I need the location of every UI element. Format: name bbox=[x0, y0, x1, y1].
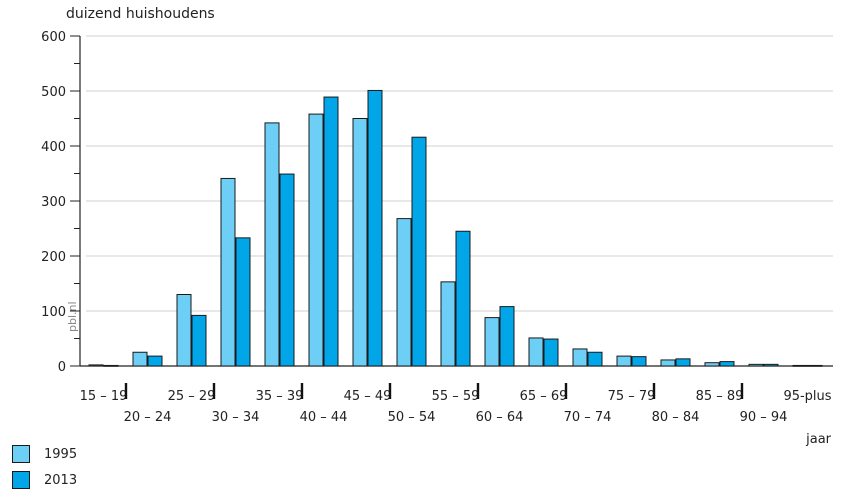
bar-2013-8 bbox=[455, 230, 471, 367]
y-tick-label: 300 bbox=[41, 195, 66, 210]
x-tick-label: 35 – 39 bbox=[256, 389, 304, 404]
bar-1995-6 bbox=[352, 118, 368, 367]
x-tick-label: 65 – 69 bbox=[520, 389, 568, 404]
x-tick-label: 85 – 89 bbox=[696, 389, 744, 404]
bar-1995-15 bbox=[748, 363, 764, 367]
bar-1995-3 bbox=[220, 177, 236, 367]
x-axis-label: jaar bbox=[806, 432, 831, 447]
bar-1995-8 bbox=[440, 281, 456, 367]
legend-item-1995: 1995 bbox=[12, 442, 77, 466]
bar-2013-2 bbox=[191, 314, 207, 367]
bar-2013-11 bbox=[587, 351, 603, 367]
legend-label-2013: 2013 bbox=[44, 472, 78, 488]
y-tick-label: 400 bbox=[41, 140, 66, 155]
bar-2013-10 bbox=[543, 338, 559, 367]
bar-chart: 0 100 200 300 400 500 600 15 – 19 20 – 24 25 – 29… bbox=[41, 30, 833, 425]
legend-label-1995: 1995 bbox=[44, 446, 78, 462]
x-tick-label: 25 – 29 bbox=[168, 389, 216, 404]
x-tick-label: 75 – 79 bbox=[608, 389, 656, 404]
bar-2013-0 bbox=[103, 364, 119, 367]
bar-2013-12 bbox=[631, 356, 647, 367]
y-axis-label: duizend huishoudens bbox=[66, 6, 215, 22]
x-tick-label: 20 – 24 bbox=[124, 410, 172, 425]
y-tick-label: 600 bbox=[41, 30, 66, 45]
x-tick-label: 40 – 44 bbox=[300, 410, 348, 425]
bar-2013-6 bbox=[367, 89, 383, 367]
x-tick-label: 15 – 19 bbox=[80, 389, 128, 404]
legend: 1995 2013 bbox=[12, 442, 77, 494]
bar-2013-14 bbox=[719, 361, 735, 367]
bar-1995-9 bbox=[484, 317, 500, 367]
bar-1995-12 bbox=[616, 355, 632, 367]
x-tick-label: 90 – 94 bbox=[740, 410, 788, 425]
y-tick-label: 100 bbox=[41, 305, 66, 320]
x-tick-label: 80 – 84 bbox=[652, 410, 700, 425]
x-tick-label: 45 – 49 bbox=[344, 389, 392, 404]
bar-1995-13 bbox=[660, 359, 676, 367]
bar-2013-7 bbox=[411, 136, 427, 367]
bar-2013-15 bbox=[763, 363, 779, 367]
legend-swatch-1995 bbox=[12, 445, 30, 463]
bar-2013-3 bbox=[235, 237, 251, 367]
bar-2013-1 bbox=[147, 355, 163, 367]
bar-2013-4 bbox=[279, 173, 295, 367]
y-tick-label: 500 bbox=[41, 85, 66, 100]
legend-item-2013: 2013 bbox=[12, 468, 77, 492]
bar-1995-16 bbox=[792, 364, 808, 367]
bar-1995-2 bbox=[176, 294, 192, 367]
bar-1995-7 bbox=[396, 218, 412, 367]
x-tick-label: 95-plus bbox=[783, 389, 831, 404]
y-tick-label: 200 bbox=[41, 250, 66, 265]
bar-2013-13 bbox=[675, 358, 691, 367]
y-tick-label: 0 bbox=[58, 360, 66, 375]
x-tick-label: 30 – 34 bbox=[212, 410, 260, 425]
x-tick-label: 50 – 54 bbox=[388, 410, 436, 425]
x-tick-label: 70 – 74 bbox=[564, 410, 612, 425]
bar-1995-14 bbox=[704, 362, 720, 367]
bar-1995-11 bbox=[572, 348, 588, 367]
bar-2013-9 bbox=[499, 306, 515, 367]
bar-1995-1 bbox=[132, 351, 148, 367]
watermark: pbl.nl bbox=[66, 301, 79, 332]
bar-1995-4 bbox=[264, 122, 280, 367]
bar-2013-5 bbox=[323, 96, 339, 367]
bar-1995-0 bbox=[88, 364, 104, 367]
bar-1995-5 bbox=[308, 113, 324, 367]
bar-2013-16 bbox=[807, 364, 823, 367]
x-tick-label: 55 – 59 bbox=[432, 389, 480, 404]
bar-1995-10 bbox=[528, 337, 544, 367]
x-tick-label: 60 – 64 bbox=[476, 410, 524, 425]
legend-swatch-2013 bbox=[12, 471, 30, 489]
